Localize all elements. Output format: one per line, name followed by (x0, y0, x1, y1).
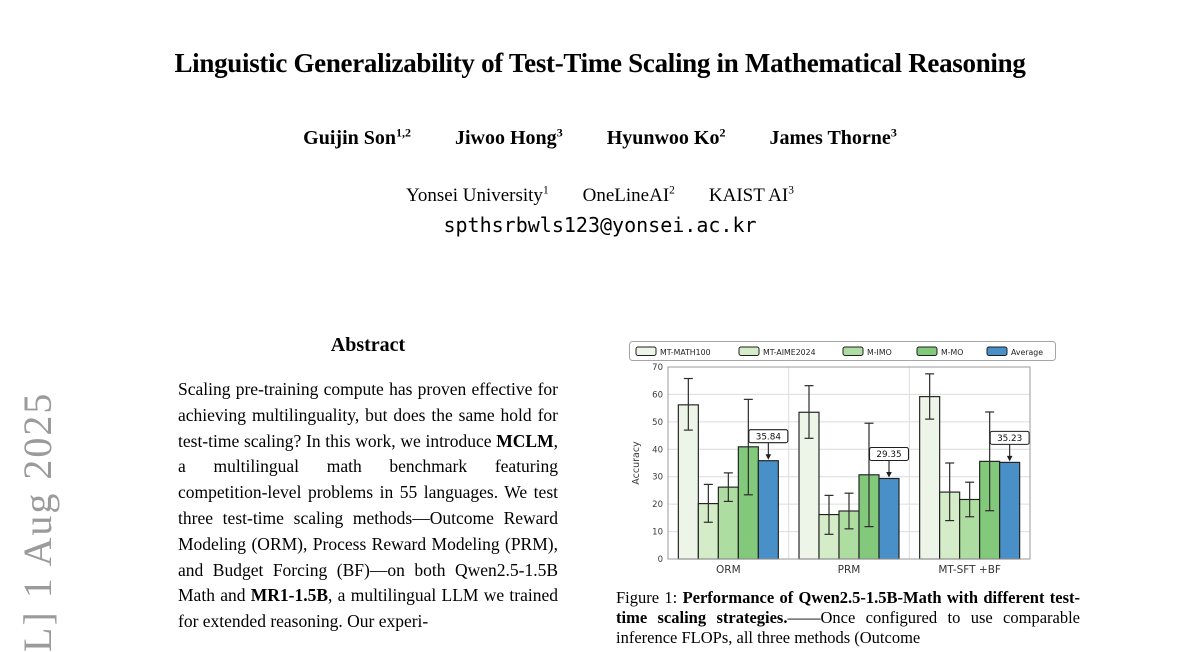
chart-legend-label: M-MO (941, 348, 963, 357)
abstract-segment: , a multilingual math benchmark featurin… (178, 430, 558, 606)
chart-bar (757, 460, 779, 560)
author: Guijin Son1,2 (303, 125, 411, 150)
affiliation-name: OneLineAI (582, 185, 670, 206)
chart-legend-label: MT-AIME2024 (763, 348, 816, 357)
author-name: Jiwoo Hong (455, 127, 557, 149)
chart-legend-label: Average (1011, 348, 1043, 357)
affiliation-sup: 1 (542, 184, 549, 197)
affiliation-sup: 3 (788, 184, 794, 197)
chart-legend-swatch (842, 346, 864, 356)
chart-category-label: MT-SFT +BF (938, 564, 1001, 576)
caption-segment: Figure 1: (616, 588, 683, 607)
author-sup: 1,2 (396, 125, 411, 140)
chart-legend-label: MT-MATH100 (660, 348, 711, 357)
chart-category-label: ORM (716, 564, 741, 576)
author-list: Guijin Son1,2 Jiwoo Hong3 Hyunwoo Ko2 Ja… (0, 125, 1200, 150)
chart-ytick-label: 0 (658, 555, 663, 565)
author: James Thorne3 (769, 125, 897, 150)
chart-annotation-value: 35.23 (997, 434, 1022, 444)
chart-annotation-box (868, 446, 910, 462)
abstract-section: Abstract Scaling pre-training compute ha… (178, 334, 558, 635)
chart-bar (999, 461, 1021, 560)
chart-annotation-value: 29.35 (876, 450, 901, 460)
chart-category-label: PRM (838, 564, 861, 576)
chart-bar (919, 396, 941, 560)
affiliation-list: Yonsei University1 OneLineAI2 KAIST AI3 (0, 185, 1200, 207)
chart-annotation-value: 35.84 (756, 432, 782, 442)
chart-annotation-box (748, 429, 789, 444)
affiliation-name: Yonsei University (406, 185, 543, 206)
chart-legend-swatch (635, 346, 657, 356)
author-sup: 3 (556, 125, 563, 140)
chart-ytick-label: 40 (652, 445, 663, 455)
affiliation: Yonsei University1 (406, 185, 549, 207)
author-name: Guijin Son (303, 127, 396, 149)
chart-legend-swatch (916, 346, 938, 356)
chart-legend-swatch (986, 346, 1008, 356)
abstract-text: Scaling pre-training compute has proven … (178, 377, 558, 635)
author-name: James Thorne (769, 127, 891, 149)
chart-ytick-label: 10 (652, 528, 663, 538)
figure1-caption: Figure 1: Performance of Qwen2.5-1.5B-Ma… (616, 588, 1080, 648)
figure1: 35.84 29.35 35.23 0 10 20 30 40 50 60 70 ORM PRM MT-S… (628, 340, 1058, 586)
affiliation-name: KAIST AI (708, 185, 789, 206)
caption-segment-bold: Performance of Qwen2.5-1.5B-Math with di… (616, 588, 1080, 627)
chart-annotation-arrowhead (886, 471, 892, 478)
abstract-heading: Abstract (330, 334, 406, 356)
chart-plot-border (667, 366, 1031, 560)
abstract-segment-bold: MR1-1.5B (250, 585, 329, 606)
abstract-segment: Scaling pre-training compute has proven … (178, 379, 558, 451)
arxiv-stamp: L] 1 Aug 2025 (15, 391, 60, 652)
chart-legend-swatch (738, 346, 760, 356)
affiliation: KAIST AI3 (709, 185, 794, 207)
author: Jiwoo Hong3 (455, 125, 563, 150)
affiliation: OneLineAI2 (583, 185, 675, 207)
chart-annotation-arrowhead (1006, 455, 1013, 462)
chart-annotation-arrowhead (765, 454, 772, 460)
author-name: Hyunwoo Ko (606, 127, 720, 149)
author-sup: 2 (719, 125, 726, 140)
caption-segment: ——Once configured to use comparable infe… (616, 608, 1081, 647)
page-title: Linguistic Generalizability of Test-Time… (174, 48, 1026, 78)
author: Hyunwoo Ko2 (606, 125, 726, 150)
contact-email: spthsrbwls123@yonsei.ac.kr (443, 213, 757, 237)
chart-ytick-label: 50 (652, 418, 663, 428)
chart-ytick-label: 60 (652, 390, 663, 400)
abstract-segment: , a multilingual LLM we trained for exte… (178, 585, 558, 632)
abstract-segment-bold: MCLM (496, 430, 554, 451)
author-sup: 3 (890, 125, 897, 140)
chart-legend-label: M-IMO (867, 348, 892, 357)
chart-annotation-box (989, 430, 1030, 445)
chart-ytick-label: 30 (652, 473, 663, 483)
chart-ytick-label: 20 (652, 500, 663, 510)
chart-bar (878, 477, 900, 560)
affiliation-sup: 2 (669, 184, 675, 197)
chart-ytick-label: 70 (652, 363, 663, 373)
chart-y-axis-label: Accuracy (631, 441, 642, 485)
figure1-chart: 35.84 29.35 35.23 0 10 20 30 40 50 60 70 ORM PRM MT-S… (629, 341, 1056, 576)
